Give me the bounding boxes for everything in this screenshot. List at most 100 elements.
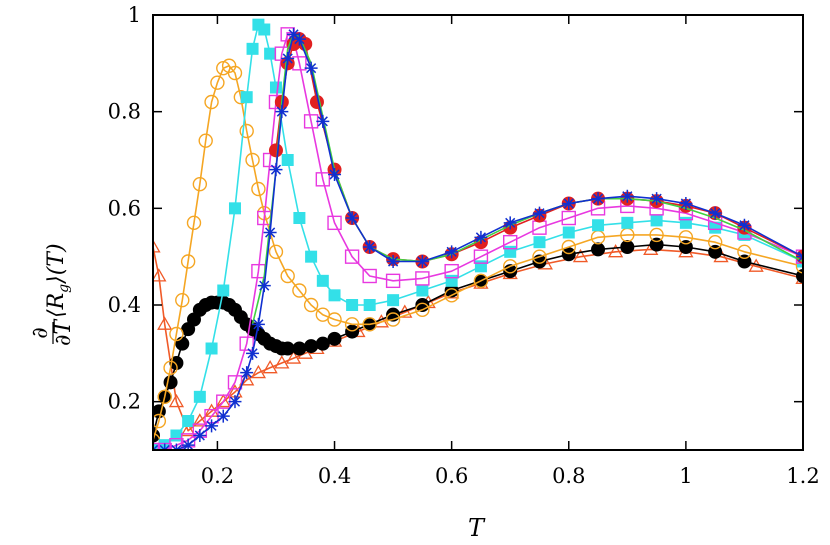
tick-layer: 0.2 0.4 0.6 0.8 1 1.2 0.2 0.4 0.6 0.8 1: [108, 3, 820, 488]
data-point: [344, 317, 360, 332]
data-point: [292, 341, 307, 356]
y-tick-label: 1: [128, 3, 141, 27]
x-tick-label: 0.2: [201, 464, 234, 488]
series-line: [153, 33, 803, 450]
data-point: [620, 189, 634, 203]
data-point: [445, 245, 459, 259]
data-point: [227, 375, 243, 390]
data-point: [269, 81, 282, 94]
data-point: [532, 249, 547, 264]
data-point: [415, 271, 430, 286]
data-point: [303, 297, 319, 313]
data-point: [650, 192, 664, 206]
data-point: [263, 226, 277, 239]
x-axis-title: T: [468, 514, 486, 542]
data-point: [346, 299, 359, 311]
series-2: [153, 58, 803, 448]
data-point: [344, 249, 360, 264]
y-axis-title-body: ⟨Rg⟩(T): [44, 243, 72, 318]
data-point: [385, 312, 401, 327]
y-tick-label: 0.6: [108, 196, 141, 220]
data-point: [385, 273, 401, 289]
series-line: [251, 33, 803, 325]
data-point: [262, 360, 278, 374]
data-point: [327, 331, 342, 346]
data-point: [345, 324, 360, 339]
data-point: [275, 105, 289, 119]
data-point: [591, 242, 606, 257]
data-point: [562, 226, 575, 239]
data-point: [292, 32, 306, 46]
data-point: [239, 123, 254, 139]
data-point: [175, 292, 190, 308]
data-point: [561, 247, 576, 262]
data-point: [274, 355, 290, 369]
data-point: [292, 283, 307, 298]
y-tick-label: 0.8: [108, 100, 141, 124]
data-point: [192, 413, 208, 427]
data-point: [474, 260, 487, 273]
series-5: [268, 32, 803, 269]
data-point: [621, 216, 634, 229]
data-point: [228, 202, 241, 215]
data-point: [679, 216, 692, 229]
data-point: [707, 234, 723, 250]
data-point: [198, 133, 213, 148]
data-point: [345, 211, 359, 225]
y-axis-title-sub: g: [56, 284, 72, 293]
data-point: [315, 172, 331, 187]
data-point: [258, 23, 271, 36]
data-point: [186, 215, 202, 231]
data-point: [246, 42, 259, 55]
series-7: [153, 27, 803, 450]
data-point: [316, 274, 329, 287]
data-point: [533, 236, 546, 249]
plot-frame: [152, 14, 804, 451]
data-point: [362, 317, 377, 332]
data-point: [293, 212, 306, 224]
data-point: [327, 215, 342, 231]
data-point: [157, 389, 172, 405]
data-point: [649, 227, 664, 243]
series-line: [153, 65, 803, 441]
data-point: [328, 289, 341, 302]
data-point: [210, 75, 225, 90]
data-point: [204, 94, 219, 110]
data-point: [503, 216, 517, 230]
data-point: [246, 346, 260, 360]
series-6: [251, 33, 803, 325]
data-point: [473, 249, 489, 264]
data-point: [281, 154, 294, 166]
data-point: [153, 413, 167, 429]
data-point: [280, 268, 295, 284]
data-point: [795, 259, 803, 274]
data-point: [240, 91, 253, 104]
data-point: [217, 284, 230, 297]
data-point: [239, 336, 254, 351]
data-point: [175, 336, 190, 351]
data-point: [257, 279, 271, 293]
data-point: [281, 52, 295, 65]
data-point: [503, 259, 518, 274]
data-point: [444, 263, 459, 279]
data-point: [304, 61, 318, 75]
y-axis-title: ∂ ∂T ⟨Rg⟩(T): [28, 243, 76, 346]
data-point: [620, 240, 635, 254]
data-point: [316, 114, 330, 128]
data-point: [532, 206, 546, 220]
x-tick-label: 1: [679, 464, 692, 488]
data-point: [504, 245, 517, 258]
data-point: [415, 302, 430, 318]
data-point: [415, 255, 429, 268]
data-point: [561, 239, 576, 255]
data-point: [473, 273, 489, 289]
data-point: [216, 409, 230, 423]
data-point: [268, 143, 283, 158]
data-point: [386, 255, 400, 268]
data-point: [264, 47, 277, 60]
data-point: [591, 192, 605, 206]
data-point: [445, 274, 458, 287]
y-tick-label: 0.4: [108, 293, 141, 317]
data-point: [192, 176, 208, 192]
